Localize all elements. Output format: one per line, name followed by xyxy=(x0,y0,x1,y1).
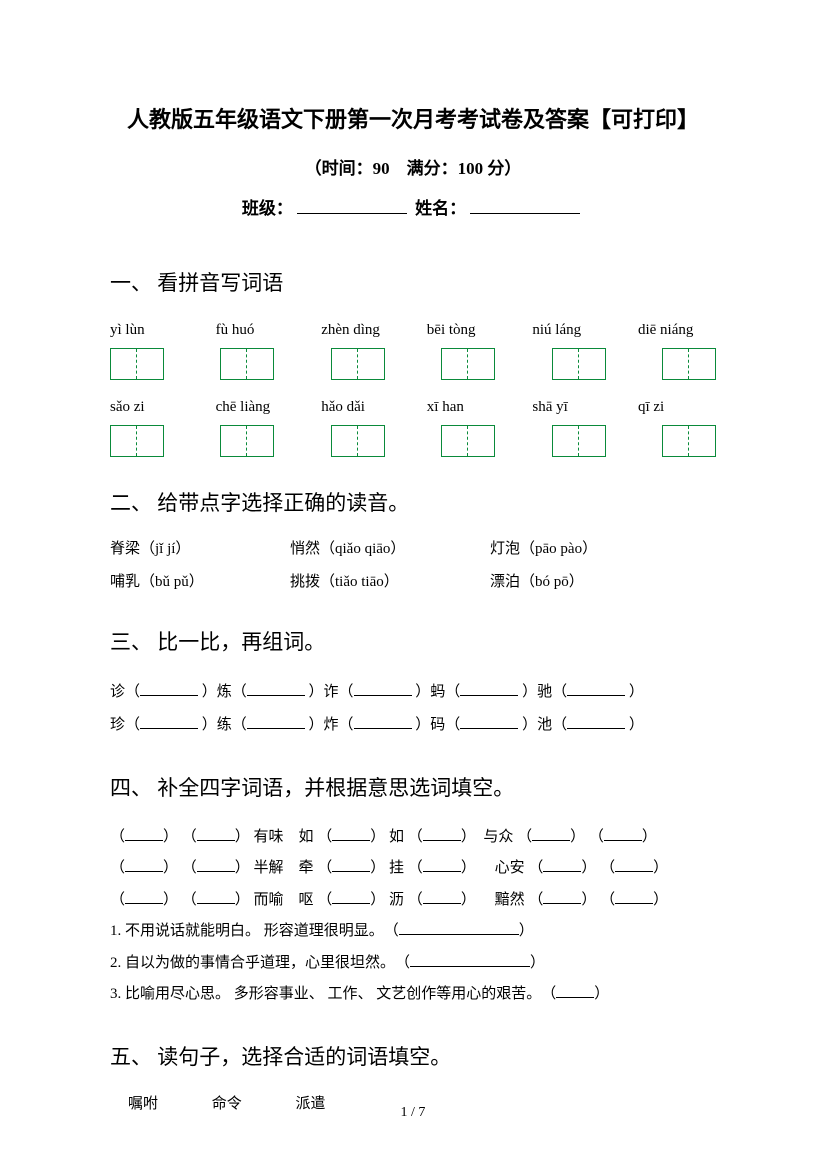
pinyin-item: diē niáng xyxy=(638,317,716,344)
q2-item: 哺乳（bǔ pǔ） xyxy=(110,569,290,596)
pinyin-item: xī han xyxy=(427,394,505,421)
page-number: 1 / 7 xyxy=(0,1100,826,1125)
char-boxes[interactable] xyxy=(552,425,606,457)
blank[interactable] xyxy=(410,951,530,967)
blank[interactable] xyxy=(423,825,461,841)
section-5-heading: 五、 读句子，选择合适的词语填空。 xyxy=(110,1039,716,1077)
blank[interactable] xyxy=(604,825,642,841)
char-boxes[interactable] xyxy=(552,348,606,380)
char-boxes[interactable] xyxy=(220,348,274,380)
pinyin-item: hǎo dǎi xyxy=(321,394,399,421)
q4-row: （） （） 而喻 呕 （） 沥 （） 黯然 （） （） xyxy=(110,885,716,917)
pinyin-item: niú láng xyxy=(532,317,610,344)
q3-line-2: 珍（ ）练（ ）炸（ ）码（ ）池（ ） xyxy=(110,709,716,742)
class-label: 班级： xyxy=(242,199,293,218)
name-blank[interactable] xyxy=(470,196,580,214)
box-row-1 xyxy=(110,348,716,380)
blank[interactable] xyxy=(125,888,163,904)
char-boxes[interactable] xyxy=(220,425,274,457)
pinyin-row-2: sǎo zi chē liàng hǎo dǎi xī han shā yī q… xyxy=(110,394,716,421)
blank[interactable] xyxy=(125,856,163,872)
blank[interactable] xyxy=(543,888,581,904)
q2-item: 悄然（qiǎo qiāo） xyxy=(290,536,490,563)
blank[interactable] xyxy=(567,713,625,729)
subtitle: （时间：90 满分：100 分） xyxy=(110,154,716,185)
blank[interactable] xyxy=(615,856,653,872)
q4-fill-2: 2. 自以为做的事情合乎道理，心里很坦然。 （） xyxy=(110,948,716,980)
pinyin-item: yì lùn xyxy=(110,317,188,344)
pinyin-item: bēi tòng xyxy=(427,317,505,344)
blank[interactable] xyxy=(197,888,235,904)
blank[interactable] xyxy=(332,825,370,841)
blank[interactable] xyxy=(247,680,305,696)
blank[interactable] xyxy=(460,680,518,696)
blank[interactable] xyxy=(354,680,412,696)
pinyin-row-1: yì lùn fù huó zhèn dìng bēi tòng niú lán… xyxy=(110,317,716,344)
pinyin-item: zhèn dìng xyxy=(321,317,399,344)
section-2-heading: 二、 给带点字选择正确的读音。 xyxy=(110,485,716,523)
char-boxes[interactable] xyxy=(331,348,385,380)
blank[interactable] xyxy=(423,856,461,872)
info-line: 班级： 姓名： xyxy=(110,194,716,225)
pinyin-item: shā yī xyxy=(532,394,610,421)
section-4-heading: 四、 补全四字词语，并根据意思选词填空。 xyxy=(110,770,716,808)
char-boxes[interactable] xyxy=(331,425,385,457)
section-3-heading: 三、 比一比，再组词。 xyxy=(110,624,716,662)
pinyin-item: sǎo zi xyxy=(110,394,188,421)
blank[interactable] xyxy=(399,919,519,935)
blank[interactable] xyxy=(197,825,235,841)
section-1-heading: 一、 看拼音写词语 xyxy=(110,265,716,303)
pinyin-item: chē liàng xyxy=(216,394,294,421)
blank[interactable] xyxy=(197,856,235,872)
char-boxes[interactable] xyxy=(441,348,495,380)
document-title: 人教版五年级语文下册第一次月考考试卷及答案【可打印】 xyxy=(110,100,716,140)
q4-row: （） （） 半解 牵 （） 挂 （） 心安 （） （） xyxy=(110,853,716,885)
q2-table: 脊梁（jǐ jí） 悄然（qiǎo qiāo） 灯泡（pāo pào） 哺乳（b… xyxy=(110,536,716,596)
pinyin-item: fù huó xyxy=(216,317,294,344)
char-boxes[interactable] xyxy=(662,425,716,457)
blank[interactable] xyxy=(423,888,461,904)
char-boxes[interactable] xyxy=(110,348,164,380)
blank[interactable] xyxy=(354,713,412,729)
q2-item: 灯泡（pāo pào） xyxy=(490,536,670,563)
pinyin-item: qī zi xyxy=(638,394,716,421)
q4-fill-1: 1. 不用说话就能明白。 形容道理很明显。 （） xyxy=(110,916,716,948)
blank[interactable] xyxy=(556,982,594,998)
char-boxes[interactable] xyxy=(662,348,716,380)
q2-item: 挑拨（tiǎo tiāo） xyxy=(290,569,490,596)
blank[interactable] xyxy=(460,713,518,729)
q3-line-1: 诊（ ）炼（ ）诈（ ）蚂（ ）驰（ ） xyxy=(110,676,716,709)
q2-item: 脊梁（jǐ jí） xyxy=(110,536,290,563)
char-boxes[interactable] xyxy=(441,425,495,457)
q2-item: 漂泊（bó pō） xyxy=(490,569,670,596)
name-label: 姓名： xyxy=(415,199,466,218)
blank[interactable] xyxy=(332,856,370,872)
box-row-2 xyxy=(110,425,716,457)
q4-row: （） （） 有味 如 （） 如 （） 与众 （） （） xyxy=(110,822,716,854)
q4-fill-3: 3. 比喻用尽心思。 多形容事业、 工作、 文艺创作等用心的艰苦。 （） xyxy=(110,979,716,1011)
class-blank[interactable] xyxy=(297,196,407,214)
blank[interactable] xyxy=(140,713,198,729)
char-boxes[interactable] xyxy=(110,425,164,457)
blank[interactable] xyxy=(140,680,198,696)
blank[interactable] xyxy=(543,856,581,872)
blank[interactable] xyxy=(125,825,163,841)
blank[interactable] xyxy=(567,680,625,696)
blank[interactable] xyxy=(332,888,370,904)
blank[interactable] xyxy=(247,713,305,729)
blank[interactable] xyxy=(532,825,570,841)
blank[interactable] xyxy=(615,888,653,904)
